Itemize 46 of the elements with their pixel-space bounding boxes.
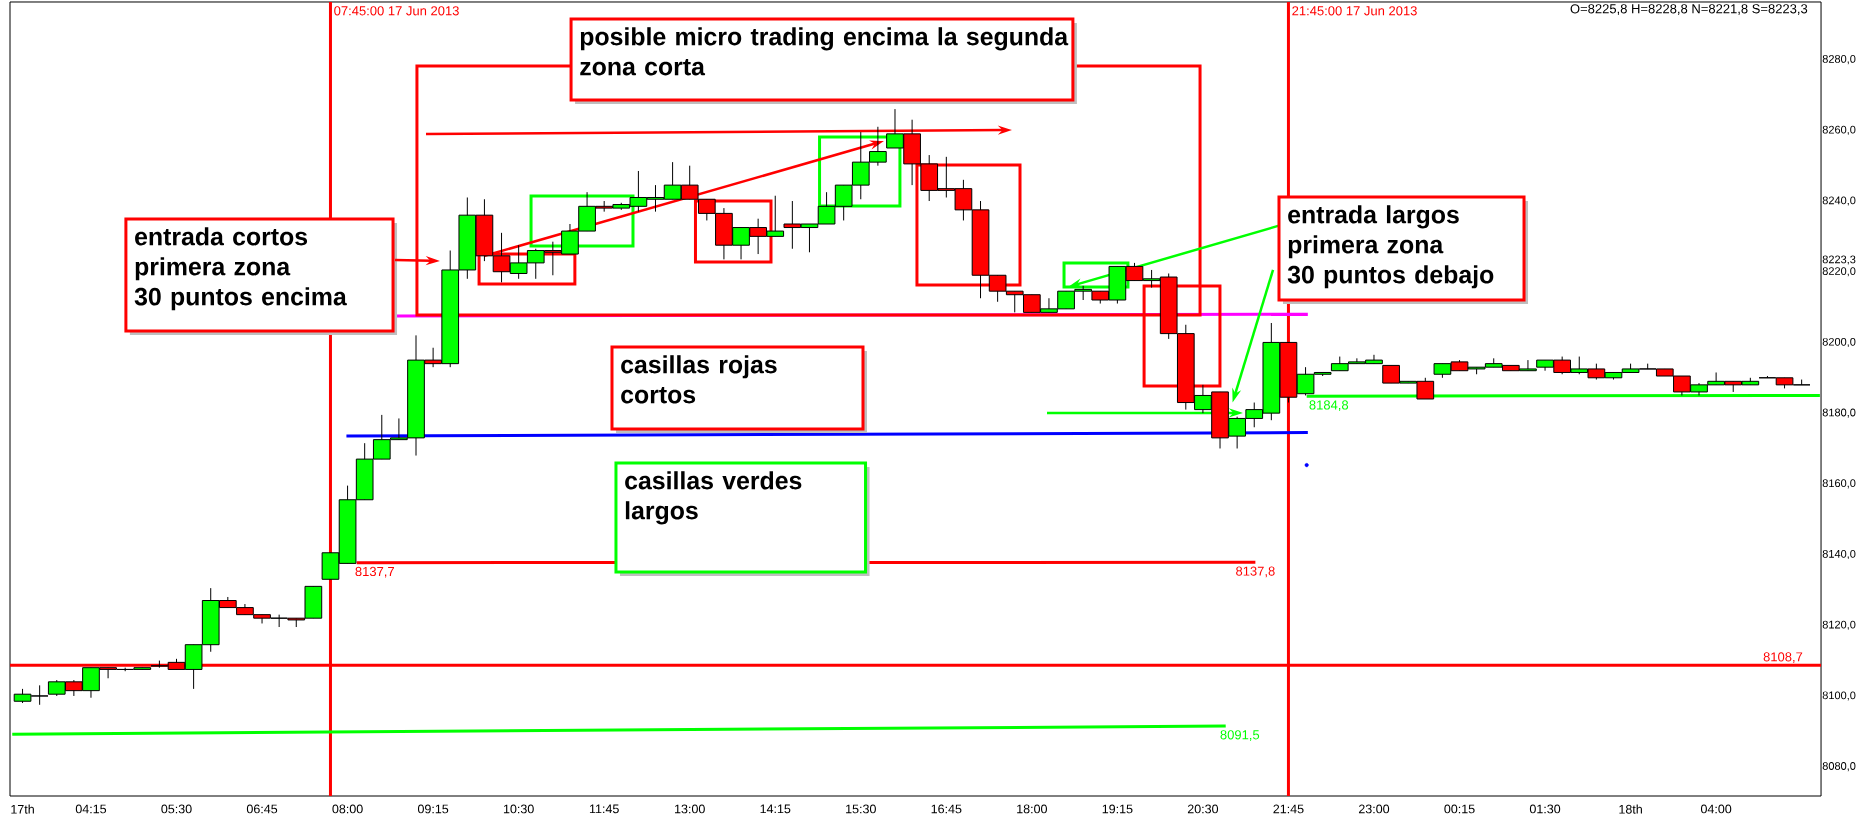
annotation: O=8225,8 H=8228,8 N=8221,8 S=8223,3: [1570, 4, 1808, 15]
y-tick-label: 8160,0: [1822, 479, 1856, 489]
data-label: 8184,8: [1309, 400, 1349, 412]
x-tick-label: 19:15: [1102, 804, 1133, 814]
y-tick-label: 8280,0: [1822, 55, 1856, 65]
x-tick-label: 05:30: [161, 804, 192, 814]
x-tick-label: 18:00: [1017, 804, 1047, 814]
y-tick-label: 8140,0: [1822, 549, 1856, 560]
annotation: entrada cortos primera zona 30 puntos encima: [134, 227, 347, 311]
x-tick-label: 21:45: [1273, 804, 1304, 814]
x-tick-label: 15:30: [846, 804, 876, 814]
ref-line-label: 8108,7: [1763, 652, 1803, 663]
x-tick-label: 06:45: [246, 804, 278, 814]
x-tick-label: 13:00: [675, 804, 705, 814]
y-tick-label: 8080,0: [1822, 762, 1856, 772]
data-label: 8091,5: [1220, 730, 1260, 741]
data-label: 8137,7: [355, 566, 394, 578]
annotation: posible micro trading encima la segunda zona corta: [580, 27, 1069, 76]
x-tick-label: 04:15: [75, 804, 107, 814]
x-tick-label: 10:30: [503, 804, 534, 814]
y-tick-label: 8260,0: [1822, 125, 1856, 135]
x-tick-label: 09:15: [417, 804, 449, 814]
x-tick-label: 16:45: [931, 804, 962, 814]
x-tick-label: 14:15: [760, 804, 791, 814]
annotation: entrada largos primera zona 30 puntos debajo: [1287, 205, 1494, 289]
x-tick-label: 20:30: [1187, 804, 1219, 814]
x-tick-label: 08:00: [332, 804, 363, 814]
y-tick-label: 8220,0: [1822, 267, 1856, 277]
annotation: casillas rojas cortos: [621, 355, 777, 404]
y-tick-label: 8223,3: [1822, 255, 1856, 265]
x-tick-label: 04:00: [1700, 804, 1732, 814]
x-tick-label: 01:30: [1529, 804, 1561, 814]
data-label: 8137,8: [1236, 566, 1275, 578]
y-tick-label: 8100,0: [1822, 691, 1856, 701]
y-tick-label: 8120,0: [1822, 620, 1856, 630]
x-tick-label: 23:00: [1358, 804, 1390, 814]
x-tick-label: 11:45: [589, 804, 619, 814]
x-tick-label: 17th: [11, 804, 34, 814]
ref-line-label: 21:45:00 17 Jun 2013: [1292, 6, 1417, 16]
annotation: casillas verdes largos: [625, 471, 802, 525]
ref-line-label: 07:45:00 17 Jun 2013: [334, 6, 459, 16]
x-tick-label: 18th: [1619, 804, 1642, 814]
x-tick-label: 00:15: [1444, 804, 1475, 814]
y-tick-label: 8200,0: [1822, 337, 1856, 347]
y-tick-label: 8180,0: [1822, 408, 1856, 418]
y-tick-label: 8240,0: [1822, 196, 1856, 206]
